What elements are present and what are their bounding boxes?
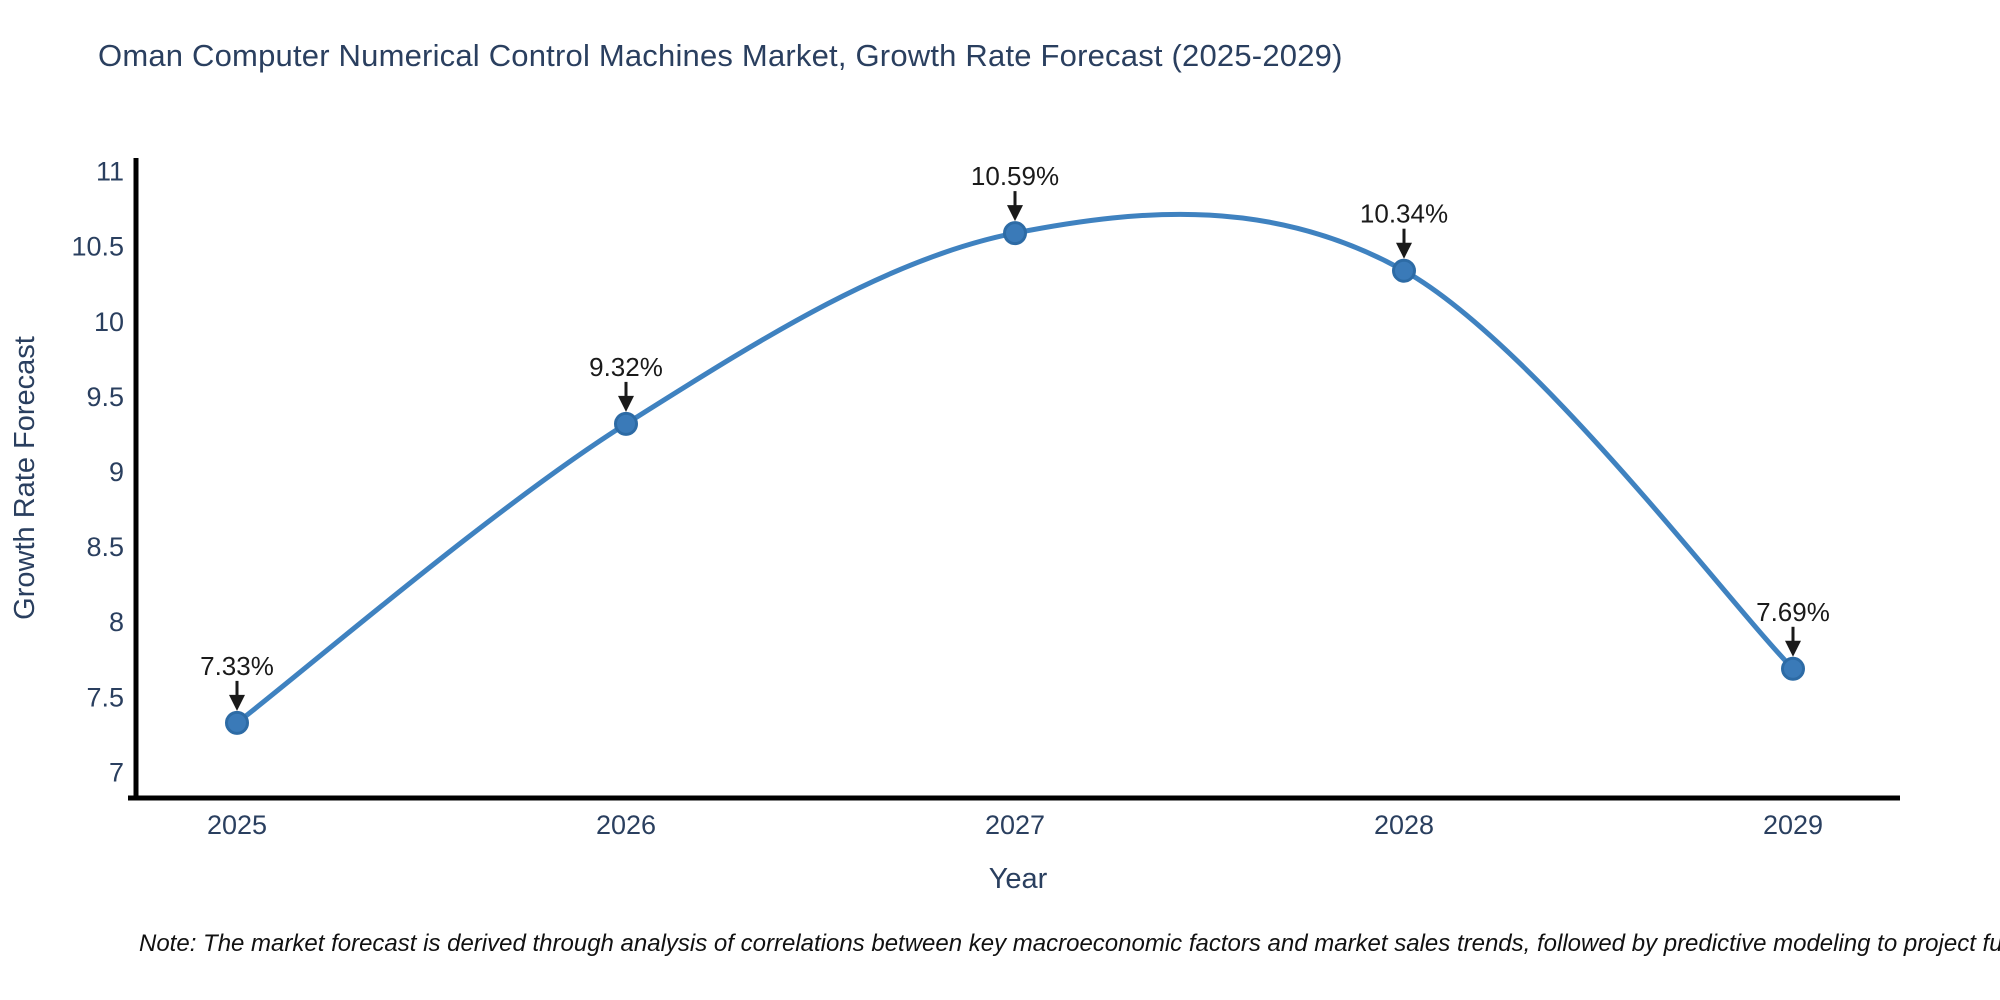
data-point-marker-2027	[1003, 221, 1027, 246]
annotation-label-2025: 7.33%	[200, 651, 274, 681]
x-tick-label: 2028	[1374, 810, 1434, 840]
chart-title: Oman Computer Numerical Control Machines…	[98, 38, 1343, 73]
annotation-label-2028: 10.34%	[1360, 199, 1448, 229]
footnote: Note: The market forecast is derived thr…	[139, 930, 2000, 957]
y-tick-label: 8	[109, 607, 124, 637]
y-tick-label: 7	[109, 757, 124, 787]
y-tick-label: 7.5	[86, 682, 124, 712]
x-tick-label: 2027	[985, 810, 1045, 840]
x-axis-title: Year	[989, 863, 1048, 895]
annotation-label-2029: 7.69%	[1756, 597, 1830, 627]
annotation-arrow-head	[229, 694, 245, 711]
x-tick-label: 2026	[596, 810, 656, 840]
data-point-marker-2025	[225, 710, 249, 735]
data-point-marker-2029	[1781, 656, 1805, 681]
annotation-arrow-head	[1785, 640, 1801, 657]
x-tick-label: 2025	[207, 810, 267, 840]
y-tick-label: 10	[94, 307, 124, 337]
data-point-marker-2026	[614, 411, 638, 436]
y-tick-label: 11	[96, 157, 124, 187]
annotation-arrow-head	[1007, 205, 1023, 222]
trend-line	[234, 211, 1796, 726]
y-axis-title: Growth Rate Forecast	[9, 336, 41, 620]
data-point-marker-2028	[1392, 258, 1416, 283]
annotation-label-2026: 9.32%	[589, 352, 663, 382]
x-tick-label: 2029	[1763, 810, 1823, 840]
y-tick-label: 10.5	[71, 232, 124, 262]
growth-rate-line-chart[interactable]: 7 7.5 8 8.5 9 9.5 10 10.5 11 2025 2026 2027 2028 2029…	[0, 0, 2000, 910]
annotation-arrow-head	[618, 395, 634, 412]
annotation-label-2027: 10.59%	[971, 161, 1059, 191]
y-tick-label: 8.5	[86, 532, 124, 562]
annotation-arrow-head	[1396, 242, 1412, 259]
y-tick-label: 9.5	[86, 382, 124, 412]
y-tick-label: 9	[109, 457, 124, 487]
